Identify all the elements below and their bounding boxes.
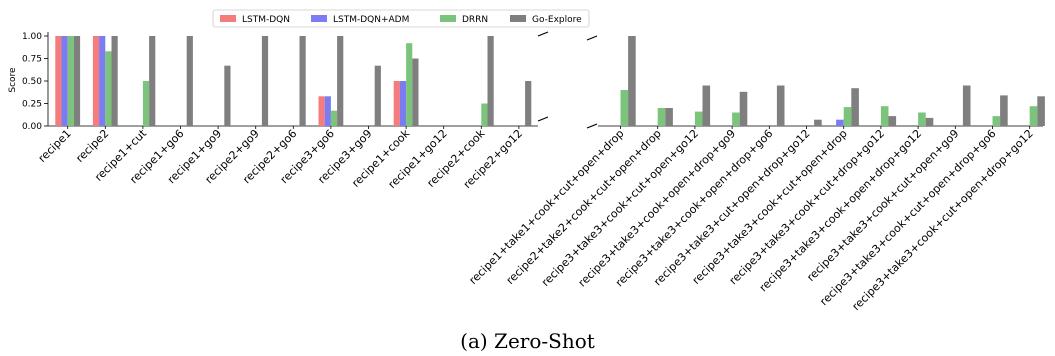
legend-label: DRRN <box>462 15 488 25</box>
bar-go-explore <box>487 36 494 126</box>
bar-go-explore <box>412 58 419 126</box>
bar-lstm-dqn <box>92 36 100 126</box>
bar-go-explore <box>261 36 269 126</box>
x-tick-label: recipe2 <box>73 127 111 165</box>
bar-go-explore <box>851 88 859 126</box>
bar-drrn <box>406 43 413 127</box>
bar-go-explore <box>925 117 934 126</box>
bar-go-explore <box>374 65 381 126</box>
bar-go-explore <box>149 36 156 126</box>
figure-caption: (a) Zero-Shot <box>460 329 595 353</box>
y-tick-label: 0.75 <box>22 55 42 65</box>
bar-lstm-dqn <box>55 36 62 126</box>
x-tick-label: recipe3+take3+cook+cut+open+drop+go12 <box>850 127 1036 313</box>
axis-break-mark <box>586 35 598 41</box>
bar-lstm-dqn-adm <box>836 119 844 126</box>
bar-drrn <box>67 36 74 126</box>
bar-go-explore <box>962 85 971 126</box>
bar-go-explore <box>73 36 81 126</box>
bar-go-explore <box>739 91 748 126</box>
chart-legend: LSTM-DQN LSTM-DQN+ADM DRRN Go-Explore <box>212 9 590 28</box>
bar-drrn <box>142 81 150 126</box>
axis-break-mark <box>537 116 549 122</box>
bar-drrn <box>880 106 889 126</box>
bar-drrn <box>481 103 488 126</box>
axis-break-mark <box>586 123 598 129</box>
legend-swatch <box>311 15 327 22</box>
x-tick-label: recipe3+take3+cook+cut+open+drop+go6 <box>817 127 998 308</box>
bar-drrn <box>843 107 852 126</box>
bar-lstm-dqn-adm <box>324 96 331 126</box>
bar-lstm-dqn-adm <box>399 81 407 126</box>
legend-swatch <box>440 15 456 22</box>
y-tick-label: 0.00 <box>22 122 42 132</box>
bar-go-explore <box>111 36 118 126</box>
bar-drrn <box>330 110 338 126</box>
bar-go-explore <box>337 36 344 126</box>
y-tick-label: 0.25 <box>22 100 42 110</box>
axis-break-mark <box>537 31 549 37</box>
bar-go-explore <box>888 116 897 126</box>
y-tick-label: 0.50 <box>22 77 42 87</box>
x-tick-labels: recipe1 recipe2recipe1+cutrecipe1+go6reci… <box>36 126 1036 313</box>
bar-drrn <box>620 90 629 126</box>
bar-go-explore <box>1037 96 1045 126</box>
bar-drrn <box>732 112 740 126</box>
bar-drrn <box>918 112 926 126</box>
bar-lstm-dqn-adm <box>61 36 68 126</box>
bar-go-explore <box>186 36 193 126</box>
bar-lstm-dqn <box>393 81 400 126</box>
legend-label: LSTM-DQN+ADM <box>333 15 409 25</box>
bar-go-explore <box>628 36 636 126</box>
bar-go-explore <box>299 36 306 126</box>
bar-go-explore <box>525 81 532 126</box>
bar-drrn <box>694 111 703 126</box>
bar-drrn <box>992 116 1001 126</box>
bar-lstm-dqn-adm <box>99 36 106 126</box>
legend-label: Go-Explore <box>532 15 582 25</box>
bar-drrn <box>657 108 666 126</box>
legend-swatch <box>510 15 526 22</box>
chart-bars <box>55 36 1045 127</box>
bar-go-explore <box>224 65 231 126</box>
bar-go-explore <box>702 85 711 126</box>
legend-swatch <box>220 15 236 22</box>
bar-go-explore <box>665 108 673 126</box>
bar-lstm-dqn <box>318 96 325 126</box>
y-axis-label: Score <box>8 67 18 93</box>
legend-label: LSTM-DQN <box>242 15 290 25</box>
y-tick-label: 1.00 <box>22 32 42 42</box>
bar-go-explore <box>1000 95 1008 126</box>
bar-drrn <box>105 51 112 126</box>
bar-go-explore <box>776 85 785 126</box>
bar-go-explore <box>814 119 822 126</box>
legend-box <box>212 9 590 28</box>
x-tick-label: recipe1 <box>36 127 74 165</box>
bar-drrn <box>1029 106 1038 126</box>
